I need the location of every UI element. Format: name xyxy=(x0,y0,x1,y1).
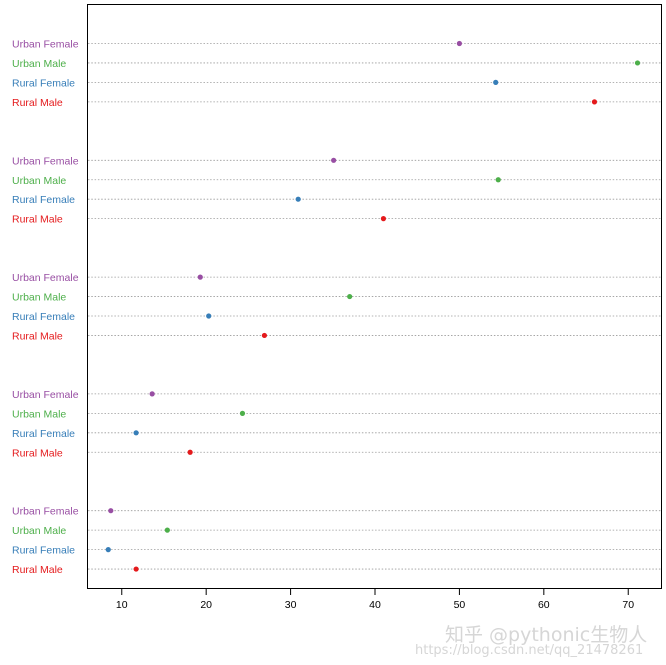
data-point-rural-male xyxy=(133,566,139,572)
gridlines xyxy=(88,43,662,570)
data-point-rural-female xyxy=(133,430,139,436)
row-labels: Urban Female Urban Male Rural Female Rural … xyxy=(12,39,79,577)
watermark-text: 知乎 @pythonic生物人 xyxy=(445,624,648,646)
x-tick-label: 10 xyxy=(116,599,128,611)
row-label-urban-male: Urban Male xyxy=(12,525,66,537)
data-point-rural-female xyxy=(105,547,111,553)
data-point-rural-male xyxy=(261,332,268,339)
row-label-rural-female: Rural Female xyxy=(12,311,75,323)
x-tick-label: 50 xyxy=(454,599,466,611)
row-label-rural-female: Rural Female xyxy=(12,194,75,206)
row-label-urban-male: Urban Male xyxy=(12,408,66,420)
x-axis: 10 20 30 40 50 60 70 xyxy=(116,589,634,611)
row-label-urban-female: Urban Female xyxy=(12,389,79,401)
row-label-urban-male: Urban Male xyxy=(12,175,66,187)
data-point-rural-male xyxy=(380,216,387,222)
row-label-rural-male: Rural Male xyxy=(12,330,63,342)
x-tick-label: 70 xyxy=(622,599,634,611)
data-point-urban-male xyxy=(239,410,246,416)
data-point-rural-female xyxy=(206,313,212,319)
data-point-rural-male xyxy=(591,99,598,105)
watermark-url: https://blog.csdn.net/qq_21478261 xyxy=(415,643,644,658)
row-label-rural-female: Rural Female xyxy=(12,545,75,557)
row-label-urban-female: Urban Female xyxy=(12,39,79,51)
row-label-rural-male: Rural Male xyxy=(12,214,63,226)
data-point-rural-male xyxy=(187,449,193,455)
plot-frame xyxy=(87,4,662,589)
x-tick-label: 40 xyxy=(369,599,381,611)
data-point-urban-male xyxy=(634,60,641,66)
row-label-rural-female: Rural Female xyxy=(12,77,75,89)
data-point-urban-female xyxy=(108,508,114,514)
data-point-urban-male xyxy=(164,527,170,533)
x-tick-label: 20 xyxy=(200,599,212,611)
data-point-urban-female xyxy=(197,274,203,280)
data-point-urban-female xyxy=(149,391,155,397)
row-label-urban-female: Urban Female xyxy=(12,155,79,167)
row-label-urban-female: Urban Female xyxy=(12,506,79,518)
data-point-rural-female xyxy=(295,196,301,202)
data-point-urban-male xyxy=(347,293,353,300)
row-label-urban-female: Urban Female xyxy=(12,272,79,284)
row-label-urban-male: Urban Male xyxy=(12,58,66,70)
data-point-rural-female xyxy=(493,79,499,85)
row-label-rural-male: Rural Male xyxy=(12,97,63,109)
row-label-urban-male: Urban Male xyxy=(12,292,66,304)
data-point-urban-male xyxy=(495,177,501,183)
row-label-rural-male: Rural Male xyxy=(12,564,63,576)
x-tick-label: 60 xyxy=(538,599,550,611)
data-point-urban-female xyxy=(331,157,337,163)
data-point-urban-female xyxy=(456,40,463,47)
x-tick-label: 30 xyxy=(285,599,297,611)
row-label-rural-female: Rural Female xyxy=(12,428,75,440)
data-points xyxy=(105,40,641,572)
row-label-rural-male: Rural Male xyxy=(12,447,63,459)
